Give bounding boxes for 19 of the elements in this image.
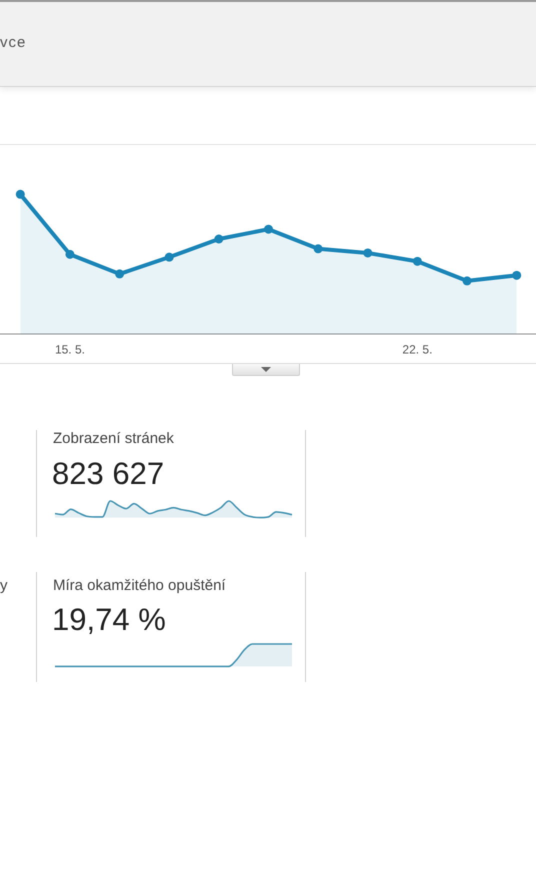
- x-tick-label: 22. 5.: [402, 342, 432, 357]
- point: [462, 276, 472, 286]
- point: [65, 250, 74, 259]
- point: [412, 256, 422, 266]
- chart-title: Zobrazení stránek: [53, 430, 174, 448]
- point: [164, 252, 174, 262]
- point: [264, 224, 273, 234]
- point: [115, 269, 124, 278]
- chart-title: Míra okamžitého opuštění: [53, 577, 226, 595]
- point: [363, 248, 372, 258]
- text: vce: [0, 34, 26, 52]
- point: [314, 244, 323, 254]
- chart-subtitle: 823 627: [52, 456, 164, 492]
- point: [512, 270, 522, 280]
- text: y: [0, 577, 8, 595]
- x-tick-label: 15. 5.: [54, 342, 85, 357]
- point: [16, 190, 25, 199]
- point: [214, 234, 224, 244]
- chart-subtitle: 19,74 %: [52, 602, 166, 638]
